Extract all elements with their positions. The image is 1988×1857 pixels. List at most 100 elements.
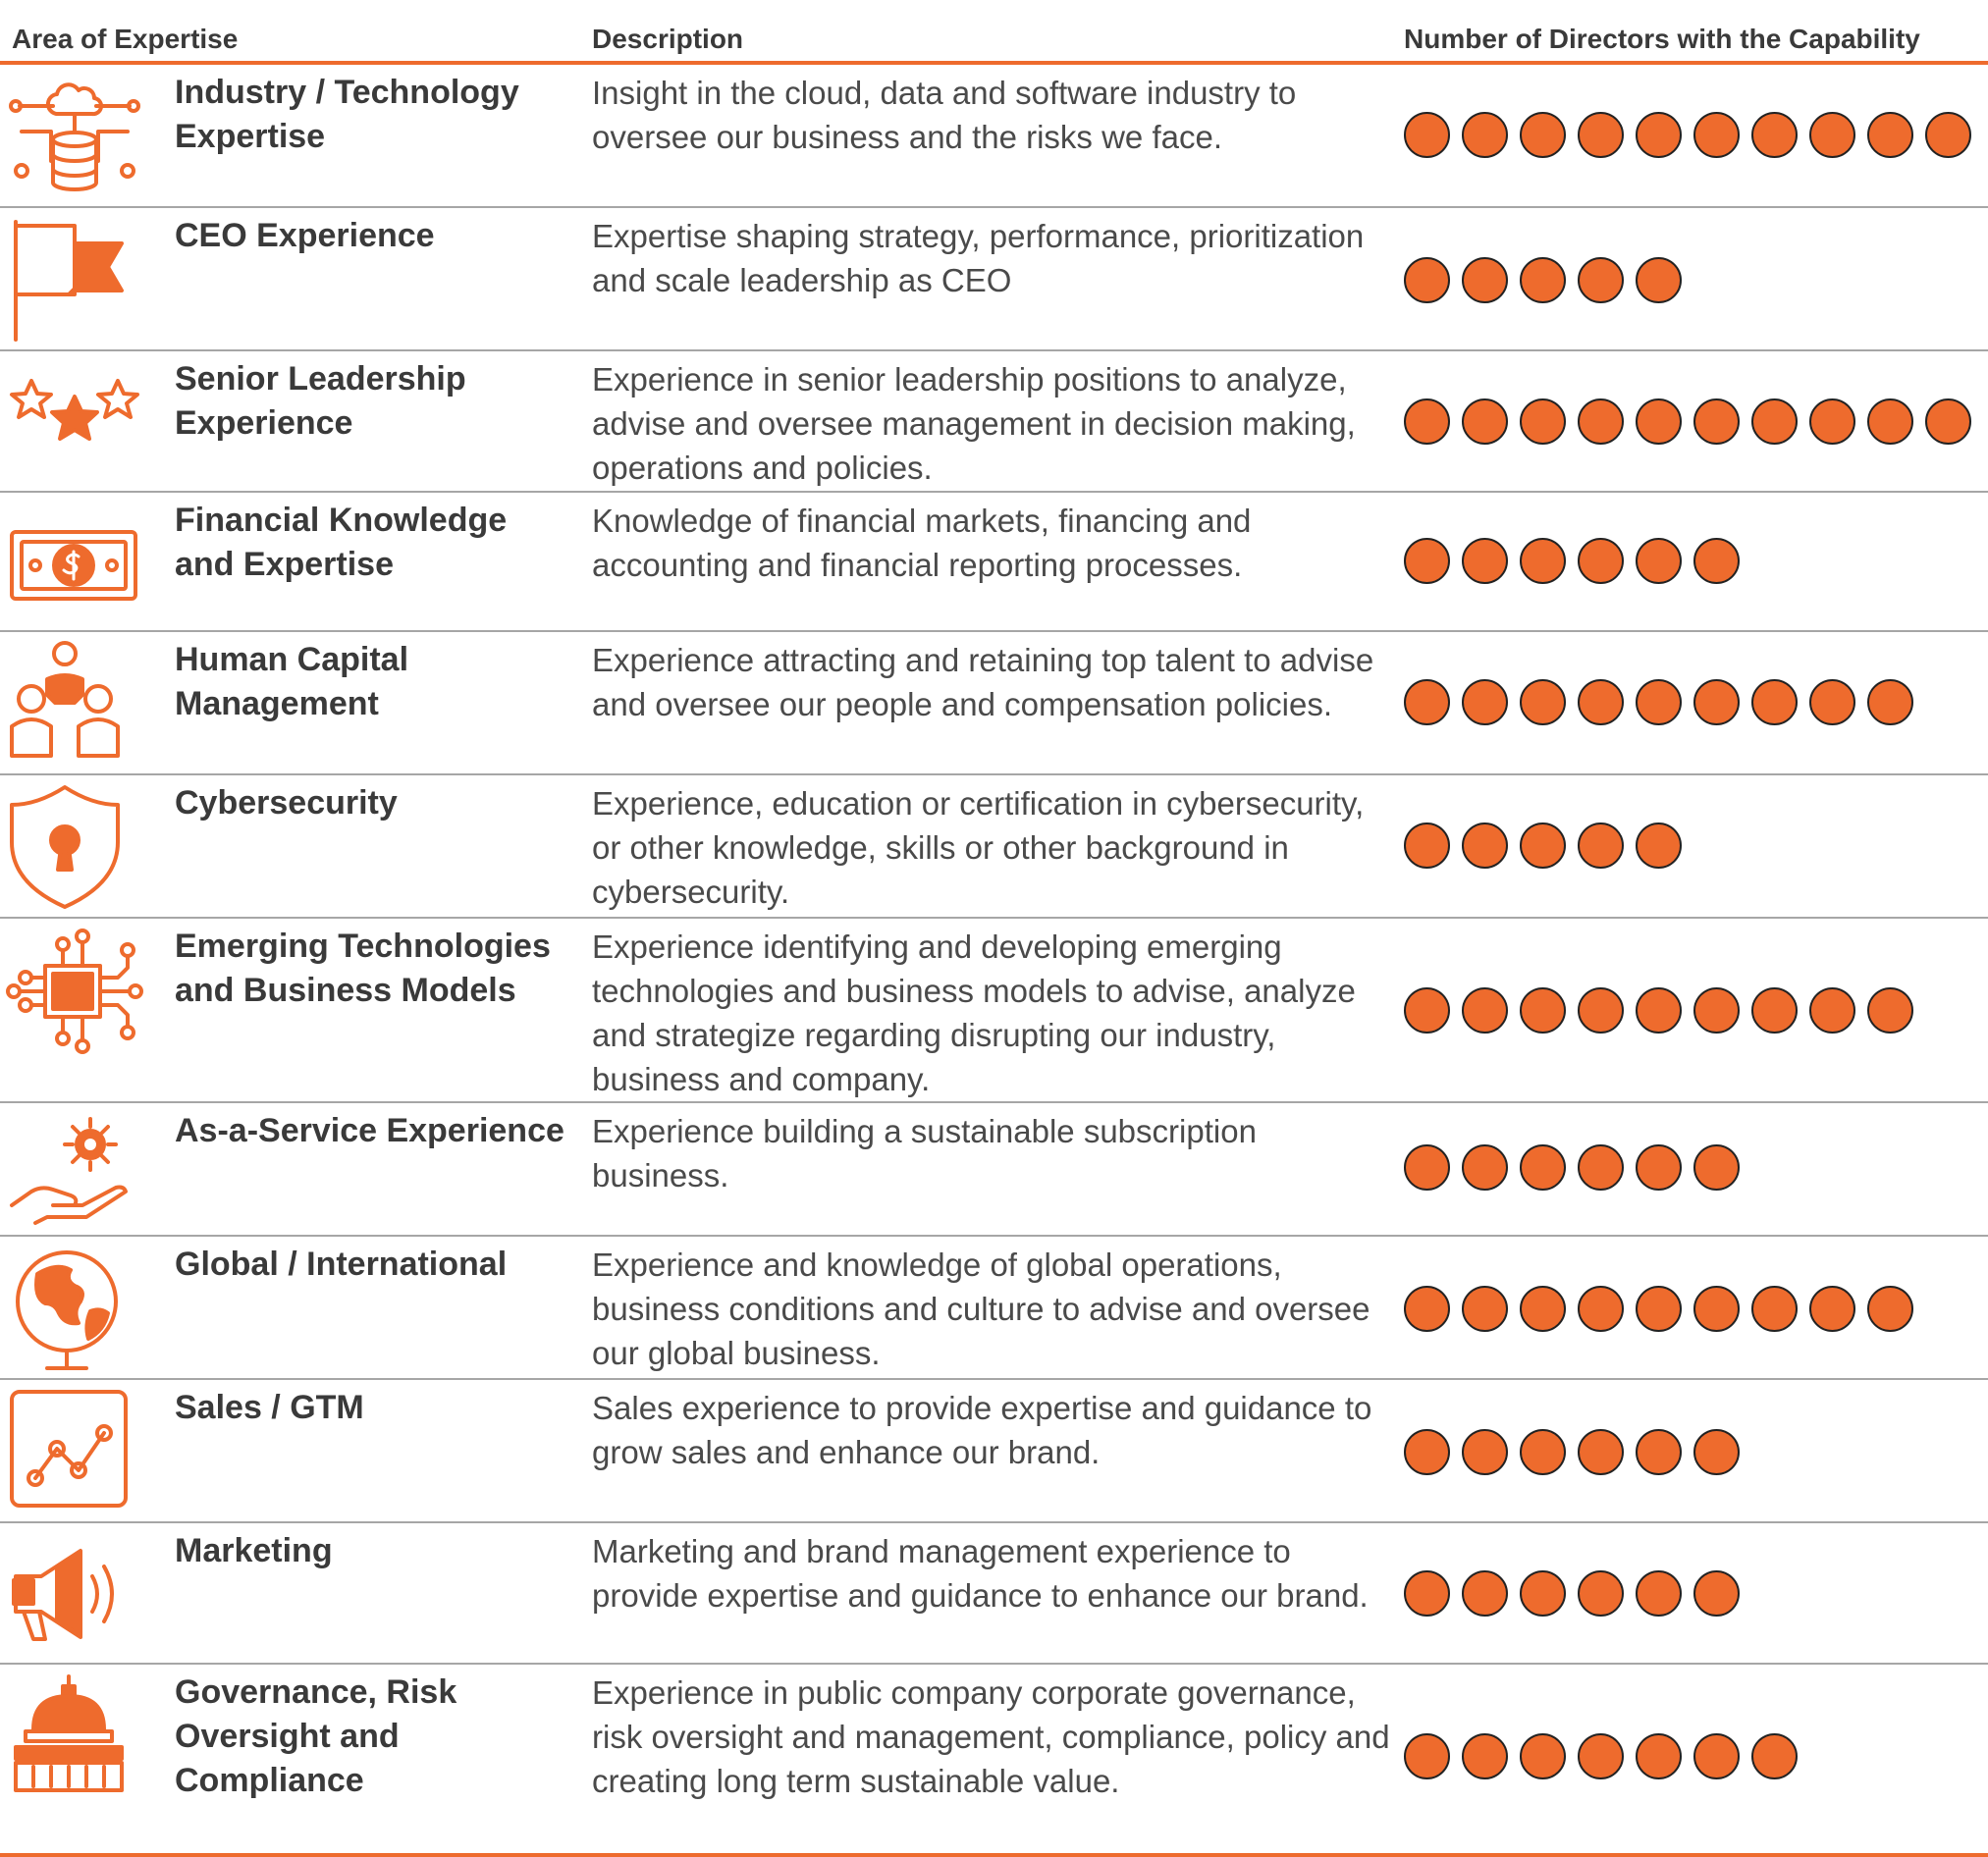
director-dot xyxy=(1693,1733,1740,1779)
director-dot xyxy=(1751,679,1798,725)
area-description: Experience and knowledge of global opera… xyxy=(592,1247,1370,1371)
director-dot xyxy=(1867,987,1913,1034)
area-description: Experience attracting and retaining top … xyxy=(592,642,1374,722)
director-dot xyxy=(1751,1733,1798,1779)
row-divider xyxy=(0,1235,1988,1237)
area-description: Experience in public company corporate g… xyxy=(592,1674,1390,1799)
director-dot xyxy=(1693,112,1740,158)
area-description: Expertise shaping strategy, performance,… xyxy=(592,218,1365,298)
director-dot xyxy=(1462,1286,1508,1332)
director-dot xyxy=(1520,1570,1566,1617)
director-dot xyxy=(1578,822,1624,869)
director-dot xyxy=(1693,1429,1740,1475)
area-name: Financial Knowledge and Expertise xyxy=(175,502,508,583)
director-count-dots xyxy=(1404,112,1983,158)
director-count-dots xyxy=(1404,1429,1751,1475)
director-dot xyxy=(1925,112,1971,158)
area-description: Experience in senior leadership position… xyxy=(592,361,1356,486)
stars-icon xyxy=(10,359,139,483)
director-count-dots xyxy=(1404,538,1751,584)
director-dot xyxy=(1751,112,1798,158)
director-dot xyxy=(1404,257,1450,303)
director-dot xyxy=(1636,257,1682,303)
circuit-chip-icon xyxy=(6,927,143,1054)
director-dot xyxy=(1520,1429,1566,1475)
director-dot xyxy=(1693,1144,1740,1191)
director-dot xyxy=(1578,679,1624,725)
header-directors: Number of Directors with the Capability xyxy=(1404,24,1920,54)
area-description: Sales experience to provide expertise an… xyxy=(592,1390,1372,1470)
area-name: Governance, Risk Oversight and Complianc… xyxy=(175,1673,457,1799)
director-dot xyxy=(1809,679,1855,725)
matrix-row: Governance, Risk Oversight and Complianc… xyxy=(0,1665,1988,1857)
director-dot xyxy=(1404,1570,1450,1617)
director-dot xyxy=(1693,1570,1740,1617)
row-divider xyxy=(0,917,1988,919)
director-dot xyxy=(1693,398,1740,445)
row-divider xyxy=(0,491,1988,493)
director-dot xyxy=(1404,1286,1450,1332)
area-name: Human Capital Management xyxy=(175,641,409,722)
director-count-dots xyxy=(1404,679,1925,725)
people-group-icon xyxy=(10,640,137,764)
director-dot xyxy=(1578,398,1624,445)
area-name: Cybersecurity xyxy=(175,784,398,822)
director-dot xyxy=(1404,1733,1450,1779)
director-dot xyxy=(1404,679,1450,725)
director-dot xyxy=(1925,398,1971,445)
director-dot xyxy=(1462,987,1508,1034)
director-dot xyxy=(1520,987,1566,1034)
director-dot xyxy=(1520,822,1566,869)
banknote-icon xyxy=(10,501,137,624)
director-dot xyxy=(1636,398,1682,445)
flag-icon xyxy=(10,216,137,342)
header-description: Description xyxy=(592,24,744,54)
matrix-row: Financial Knowledge and Expertise Knowled… xyxy=(0,493,1988,632)
director-dot xyxy=(1462,1429,1508,1475)
area-description: Experience identifying and developing em… xyxy=(592,928,1356,1097)
row-divider xyxy=(0,1101,1988,1103)
director-dot xyxy=(1636,1733,1682,1779)
cloud-database-icon xyxy=(9,73,140,196)
director-count-dots xyxy=(1404,822,1693,869)
director-dot xyxy=(1404,538,1450,584)
director-count-dots xyxy=(1404,398,1983,445)
director-dot xyxy=(1520,1144,1566,1191)
matrix-row: Marketing Marketing and brand management … xyxy=(0,1523,1988,1665)
line-chart-icon xyxy=(10,1388,137,1512)
director-dot xyxy=(1578,112,1624,158)
director-dot xyxy=(1462,538,1508,584)
director-dot xyxy=(1520,1286,1566,1332)
director-dot xyxy=(1520,679,1566,725)
matrix-row: Emerging Technologies and Business Model… xyxy=(0,919,1988,1103)
director-count-dots xyxy=(1404,1733,1809,1779)
director-dot xyxy=(1520,112,1566,158)
area-name: Marketing xyxy=(175,1532,333,1569)
row-divider xyxy=(0,630,1988,632)
director-dot xyxy=(1809,1286,1855,1332)
director-dot xyxy=(1578,1570,1624,1617)
director-dot xyxy=(1636,1144,1682,1191)
row-divider xyxy=(0,1663,1988,1665)
row-divider xyxy=(0,1853,1988,1857)
director-dot xyxy=(1693,538,1740,584)
director-dot xyxy=(1404,822,1450,869)
area-name: Senior Leadership Experience xyxy=(175,360,466,442)
director-dot xyxy=(1636,822,1682,869)
area-name: Sales / GTM xyxy=(175,1389,364,1426)
director-dot xyxy=(1578,987,1624,1034)
director-dot xyxy=(1578,1429,1624,1475)
director-dot xyxy=(1462,822,1508,869)
header-area: Area of Expertise xyxy=(12,24,239,54)
director-dot xyxy=(1462,1570,1508,1617)
matrix-row: As-a-Service Experience Experience buildi… xyxy=(0,1103,1988,1237)
area-name: Emerging Technologies and Business Model… xyxy=(175,928,551,1009)
director-dot xyxy=(1404,112,1450,158)
shield-lock-icon xyxy=(10,783,137,909)
director-dot xyxy=(1520,257,1566,303)
director-dot xyxy=(1809,987,1855,1034)
director-dot xyxy=(1751,398,1798,445)
director-dot xyxy=(1636,1286,1682,1332)
director-dot xyxy=(1867,398,1913,445)
capitol-building-icon xyxy=(10,1672,137,1796)
